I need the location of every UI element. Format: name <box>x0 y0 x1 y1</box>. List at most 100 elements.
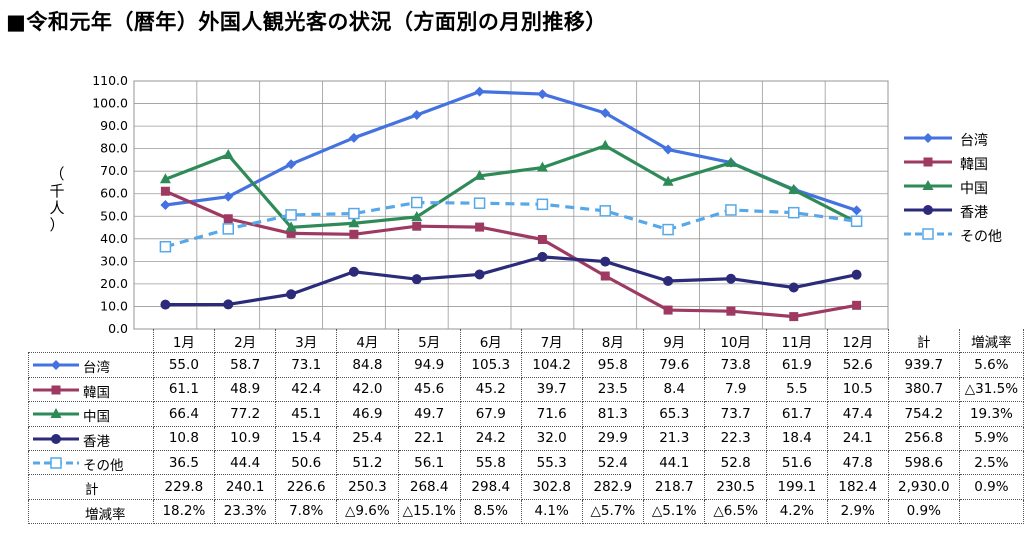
legend-marker <box>51 385 61 395</box>
legend-marker <box>922 180 934 190</box>
series-2 <box>160 186 862 322</box>
table-cell: 4.2% <box>766 499 828 525</box>
data-point <box>537 234 547 244</box>
table-cell: 199.1 <box>766 474 828 500</box>
legend-marker <box>923 205 933 215</box>
table-cell: 79.6 <box>643 352 706 378</box>
data-point <box>348 132 359 143</box>
data-point <box>537 89 548 100</box>
table-cell: 23.3% <box>214 499 277 525</box>
row-header: その他 <box>28 450 154 476</box>
table-cell: 302.8 <box>521 474 583 500</box>
table-cell: △5.7% <box>582 499 645 525</box>
data-point <box>473 197 486 209</box>
row-header: 計 <box>28 474 154 500</box>
table-cell-change <box>959 499 1024 525</box>
legend-swatch <box>904 205 952 215</box>
table-cell: 55.0 <box>153 352 216 378</box>
row-label: 韓国 <box>83 384 110 401</box>
table-cell: 81.3 <box>582 401 645 427</box>
data-point <box>411 274 422 285</box>
table-cell: 36.5 <box>153 450 216 476</box>
y-tick-label: 100.0 <box>92 96 128 111</box>
table-cell: 58.7 <box>214 352 277 378</box>
table-cell: 42.0 <box>336 377 399 403</box>
table-cell: 5.5 <box>766 377 828 403</box>
data-point <box>349 229 359 239</box>
row-label: 増減率 <box>85 506 126 523</box>
table-cell: 24.2 <box>460 426 522 451</box>
series-line <box>164 144 858 229</box>
table-cell: 24.1 <box>827 426 889 451</box>
y-tick-label: 20.0 <box>100 276 128 291</box>
table-cell: 52.6 <box>827 352 889 378</box>
table-cell: 48.9 <box>214 377 277 403</box>
table-cell: 10.8 <box>153 426 216 451</box>
x-tick-label: 7月 <box>521 329 583 354</box>
table-header-total: 計 <box>888 329 960 354</box>
data-point <box>160 299 171 310</box>
table-row: 増減率 18.2% 23.3% 7.8% △9.6% △15.1% 8.5% 4.1% △5.7… <box>28 499 1024 525</box>
legend-marker <box>51 360 61 371</box>
data-point <box>788 183 800 194</box>
y-tick-label: 40.0 <box>100 231 128 246</box>
y-axis-label-char: 人 <box>49 199 65 217</box>
y-tick-label: 50.0 <box>100 208 128 223</box>
table-cell: 66.4 <box>153 401 216 427</box>
table-cell: 44.1 <box>643 450 706 476</box>
table-cell-total: 598.6 <box>888 450 960 476</box>
table-cell: 77.2 <box>214 401 277 427</box>
table-cell: 10.9 <box>214 426 277 451</box>
table-cell: 56.1 <box>398 450 461 476</box>
table-cell-total: 380.7 <box>888 377 960 403</box>
data-point <box>600 108 611 119</box>
table-cell: 18.4 <box>766 426 828 451</box>
data-point <box>851 269 862 280</box>
data-point <box>285 221 297 232</box>
data-point <box>411 196 423 209</box>
table-cell: 71.6 <box>521 401 583 427</box>
table-cell: 45.1 <box>275 401 338 427</box>
table-row: 計 229.8 240.1 226.6 250.3 268.4 298.4 302.8 282.… <box>28 474 1024 500</box>
table-cell: 15.4 <box>275 426 338 451</box>
data-point <box>160 200 171 210</box>
table-row: その他 36.5 44.4 50.6 51.2 56.1 55.8 55.3 52.4 44.1 5… <box>28 450 1024 476</box>
table-cell: 47.8 <box>827 450 889 476</box>
table-cell: 229.8 <box>153 474 216 500</box>
table-cell: 32.0 <box>521 426 583 451</box>
x-tick-label: 4月 <box>336 329 399 354</box>
table-cell: △6.5% <box>704 499 767 525</box>
y-axis-label-char: 千 <box>49 182 65 200</box>
table-cell: 218.7 <box>643 474 706 500</box>
table-cell: 22.3 <box>704 426 767 451</box>
y-tick-label: 80.0 <box>100 141 128 156</box>
chart-legend: 台湾 韓国 中国 香港 その他 <box>902 128 1022 248</box>
table-cell: 18.2% <box>153 499 216 525</box>
data-point <box>348 266 359 277</box>
legend-item: 香港 <box>902 200 1022 224</box>
table-cell: 52.8 <box>704 450 767 476</box>
x-tick-label: 8月 <box>582 329 645 354</box>
table-cell: 8.4 <box>643 377 706 403</box>
data-point <box>663 305 673 315</box>
row-label: 計 <box>85 482 99 499</box>
data-point <box>662 175 674 186</box>
data-point <box>663 275 674 286</box>
table-cell: △15.1% <box>398 499 461 525</box>
table-cell: 22.1 <box>398 426 461 451</box>
table-cell-total: 939.7 <box>888 352 960 378</box>
series-5 <box>159 196 863 253</box>
legend-swatch <box>904 228 952 240</box>
x-tick-label: 6月 <box>460 329 522 354</box>
y-tick-label: 60.0 <box>100 186 128 201</box>
data-point <box>850 215 863 227</box>
x-tick-label: 2月 <box>214 329 277 354</box>
data-point <box>222 223 234 235</box>
table-cell: 55.3 <box>521 450 583 476</box>
table-cell: 230.5 <box>704 474 767 500</box>
data-point <box>536 198 549 211</box>
legend-swatch <box>904 180 952 190</box>
data-point <box>286 159 297 170</box>
table-row: 台湾 55.0 58.7 73.1 84.8 94.9 105.3 104.2 95.8 79.6… <box>28 352 1024 378</box>
table-cell: 7.8% <box>275 499 338 525</box>
